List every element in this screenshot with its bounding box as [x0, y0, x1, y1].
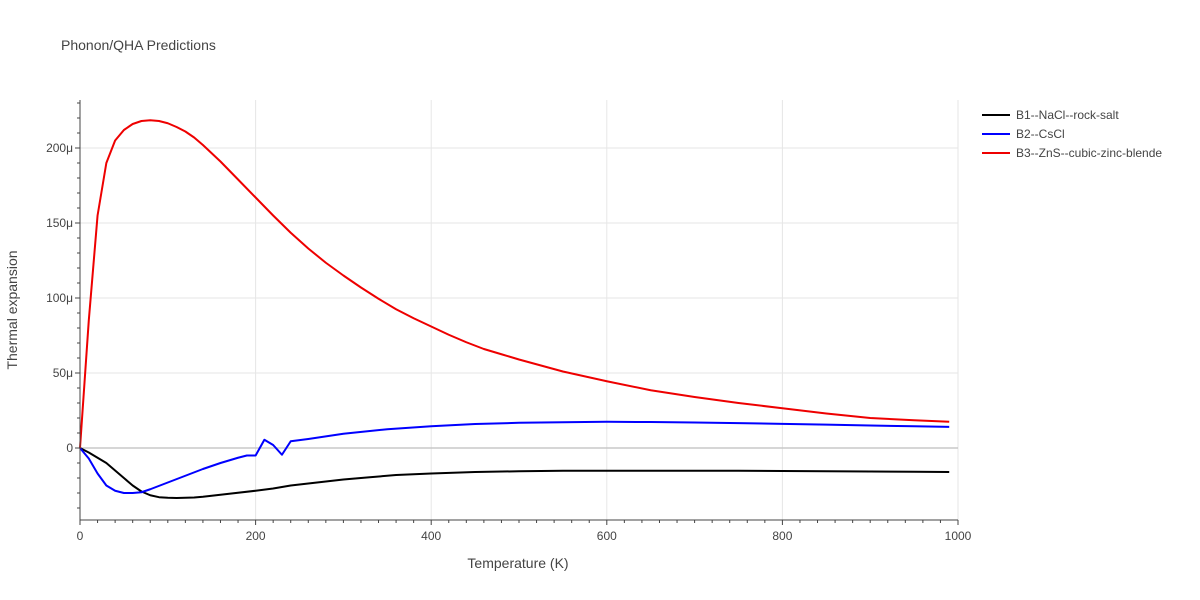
- y-tick-labels: 0 50μ 100μ 150μ 200μ: [46, 141, 73, 455]
- x-tick-label: 200: [246, 529, 266, 543]
- x-axis-title: Temperature (K): [467, 555, 568, 571]
- legend: B1--NaCl--rock-salt B2--CsCl B3--ZnS--cubi…: [982, 108, 1162, 160]
- x-tick-label: 400: [421, 529, 441, 543]
- legend-item[interactable]: B1--NaCl--rock-salt: [982, 108, 1119, 122]
- legend-label: B3--ZnS--cubic-zinc-blende: [1016, 146, 1162, 160]
- y-tick-label: 100μ: [46, 291, 73, 305]
- y-axis-title: Thermal expansion: [4, 250, 20, 369]
- x-tick-label: 0: [77, 529, 84, 543]
- grid: [80, 100, 959, 520]
- x-tick-label: 800: [772, 529, 792, 543]
- x-tick-label: 600: [597, 529, 617, 543]
- y-tick-label: 50μ: [53, 366, 73, 380]
- axes: [75, 100, 959, 525]
- legend-label: B1--NaCl--rock-salt: [1016, 108, 1119, 122]
- x-tick-labels: 0 200 400 600 800 1000: [77, 529, 972, 543]
- series-line-3: [79, 119, 950, 449]
- y-tick-label: 200μ: [46, 141, 73, 155]
- series-line-1: [79, 447, 950, 499]
- legend-item[interactable]: B3--ZnS--cubic-zinc-blende: [982, 146, 1162, 160]
- chart-title: Phonon/QHA Predictions: [61, 37, 216, 53]
- y-tick-label: 150μ: [46, 216, 73, 230]
- x-tick-label: 1000: [945, 529, 972, 543]
- y-tick-label: 0: [66, 441, 73, 455]
- legend-item[interactable]: B2--CsCl: [982, 127, 1065, 141]
- legend-label: B2--CsCl: [1016, 127, 1065, 141]
- series-line-2: [79, 420, 950, 494]
- series-layer: [79, 119, 950, 499]
